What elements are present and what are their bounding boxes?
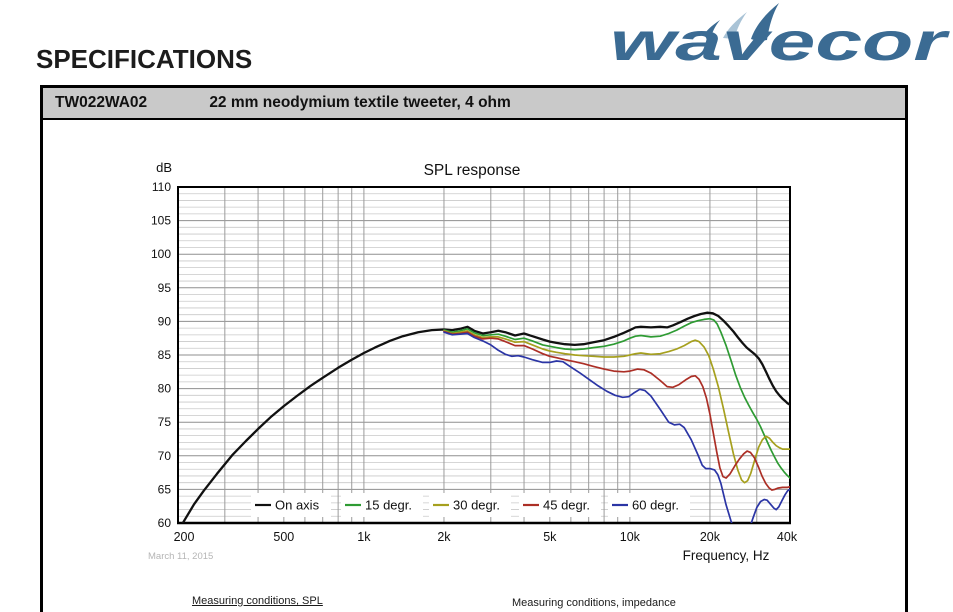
svg-text:200: 200 — [174, 530, 195, 544]
svg-text:500: 500 — [273, 530, 294, 544]
chart-grid — [178, 187, 790, 523]
series-15-degr- — [443, 317, 790, 479]
spl-response-chart: 60 65 70 75 80 85 90 95 100 105 110 dB SPL response 2… — [130, 148, 810, 578]
svg-text:15 degr.: 15 degr. — [365, 498, 412, 513]
legend-item-on-axis: On axis — [251, 493, 331, 517]
legend-item-15-degr-: 15 degr. — [341, 493, 423, 517]
y-axis-labels: 60 65 70 75 80 85 90 95 100 105 110 — [151, 180, 171, 530]
series-60-degr- — [443, 331, 790, 523]
x-axis-labels: 200 500 1k 2k 5k 10k 20k 40k — [174, 530, 798, 544]
svg-text:2k: 2k — [437, 530, 451, 544]
product-header-bar: TW022WA02 22 mm neodymium textile tweete… — [43, 88, 905, 120]
series-45-degr- — [443, 330, 790, 491]
product-code: TW022WA02 — [55, 94, 148, 111]
svg-text:40k: 40k — [777, 530, 798, 544]
page-title: SPECIFICATIONS — [36, 44, 253, 74]
y-axis-unit: dB — [156, 160, 172, 175]
svg-text:65: 65 — [158, 482, 172, 496]
svg-text:100: 100 — [151, 247, 171, 261]
date-stamp: March 11, 2015 — [148, 551, 214, 562]
svg-text:105: 105 — [151, 214, 171, 228]
legend-item-45-degr-: 45 degr. — [519, 493, 601, 517]
svg-text:30 degr.: 30 degr. — [453, 498, 500, 513]
logo-text: wavecor — [610, 12, 951, 66]
svg-text:75: 75 — [158, 415, 172, 429]
svg-text:70: 70 — [158, 449, 172, 463]
svg-text:1k: 1k — [357, 530, 371, 544]
svg-text:95: 95 — [158, 281, 172, 295]
svg-text:90: 90 — [158, 314, 172, 328]
series-on-axis — [181, 311, 790, 523]
svg-text:20k: 20k — [700, 530, 721, 544]
svg-text:85: 85 — [158, 348, 172, 362]
svg-text:60 degr.: 60 degr. — [632, 498, 679, 513]
wavecor-logo: wavecor — [606, 2, 951, 72]
product-description: 22 mm neodymium textile tweeter, 4 ohm — [209, 94, 511, 111]
measuring-conditions-impedance-link[interactable]: Measuring conditions, impedance — [512, 597, 676, 609]
legend-item-30-degr-: 30 degr. — [429, 493, 511, 517]
x-axis-title: Frequency, Hz — [683, 548, 770, 563]
series-30-degr- — [443, 329, 790, 484]
svg-text:5k: 5k — [543, 530, 557, 544]
svg-text:80: 80 — [158, 382, 172, 396]
svg-text:On axis: On axis — [275, 498, 320, 513]
svg-text:110: 110 — [152, 180, 171, 194]
svg-text:45 degr.: 45 degr. — [543, 498, 590, 513]
measuring-conditions-spl-link[interactable]: Measuring conditions, SPL — [192, 595, 323, 607]
logo-wave-arcs — [703, 3, 779, 41]
svg-text:10k: 10k — [620, 530, 641, 544]
chart-title: SPL response — [424, 162, 521, 179]
chart-legend: On axis 15 degr. 30 degr. 45 degr. 60 degr. — [251, 493, 690, 517]
legend-item-60-degr-: 60 degr. — [608, 493, 690, 517]
svg-text:60: 60 — [158, 516, 172, 530]
